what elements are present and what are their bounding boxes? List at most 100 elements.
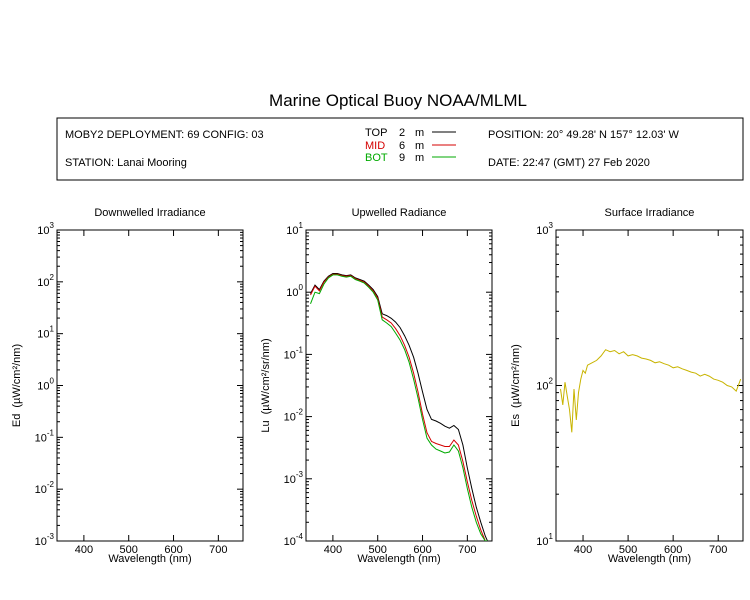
downwelled-x-tick-label: 600 (164, 544, 182, 556)
legend-bot-name: BOT (365, 152, 388, 164)
surface-y-tick-base: 10 (536, 536, 548, 548)
upwelled-y-tick-exp: -4 (296, 532, 304, 541)
upwelled-y-tick-base: 10 (286, 225, 298, 237)
legend-entry-bot: BOT 9 m (365, 152, 456, 164)
upwelled-y-tick-label: 10-4 (284, 532, 304, 548)
downwelled-panel: Downwelled Irradiance 400 500 600 700 Wavelen… (11, 207, 244, 565)
upwelled-y-tick-exp: 1 (299, 221, 304, 230)
surface-plot-frame (555, 229, 744, 542)
info-box-frame (56, 117, 744, 181)
downwelled-y-tick-base: 10 (37, 277, 49, 289)
legend: TOP 2 m MID 6 m BOT 9 m (365, 127, 456, 164)
upwelled-y-tick-label: 10-3 (284, 470, 304, 486)
surface-y-tick-label: 103 (536, 221, 553, 237)
legend-mid-name: MID (365, 140, 385, 152)
panels: Downwelled Irradiance 400 500 600 700 Wavelen… (11, 207, 744, 565)
downwelled-y-tick-label: 100 (37, 377, 54, 393)
surface-ylabel: Es (µW/cm²/nm) (510, 344, 522, 427)
downwelled-y-tick-exp: 2 (50, 273, 55, 282)
upwelled-y-tick-exp: 0 (299, 283, 304, 292)
surface-y-tick-label: 101 (536, 532, 553, 548)
downwelled-ylabel-unit: (µW/cm²/nm) (11, 344, 23, 408)
upwelled-ylabel-quantity: Lu (260, 420, 272, 432)
downwelled-y-tick-exp: 0 (50, 377, 55, 386)
surface-y-tick-exp: 1 (549, 532, 554, 541)
surface-y-tick-exp: 3 (549, 221, 554, 230)
date-label: DATE: 22:47 (GMT) 27 Feb 2020 (488, 157, 650, 169)
upwelled-ylabel: Lu (µW/cm²/sr/nm) (260, 338, 272, 432)
downwelled-y-tick-label: 10-2 (35, 480, 55, 496)
downwelled-y-tick-label: 10-3 (35, 532, 55, 548)
surface-y-tick-base: 10 (536, 381, 548, 393)
legend-entry-top: TOP 2 m (365, 127, 456, 139)
upwelled-y-tick-exp: -1 (296, 345, 304, 354)
surface-ylabel-unit: (µW/cm²/nm) (510, 344, 522, 408)
downwelled-y-tick-base: 10 (35, 484, 47, 496)
upwelled-series-mid (310, 273, 488, 541)
legend-top-unit: m (415, 127, 424, 139)
upwelled-y-tick-base: 10 (284, 474, 296, 486)
downwelled-title: Downwelled Irradiance (94, 207, 205, 219)
upwelled-y-tick-base: 10 (284, 349, 296, 361)
upwelled-series-top (310, 273, 488, 541)
legend-entry-mid: MID 6 m (365, 140, 456, 152)
legend-top-depth: 2 (399, 127, 405, 139)
upwelled-series-bot (310, 274, 488, 541)
downwelled-ylabel: Ed (µW/cm²/nm) (11, 344, 23, 427)
downwelled-x-tick-label: 400 (75, 544, 93, 556)
deployment-label: MOBY2 DEPLOYMENT: 69 CONFIG: 03 (65, 129, 264, 141)
surface-x-tick-label: 600 (664, 544, 682, 556)
upwelled-y-tick-exp: -2 (296, 408, 304, 417)
upwelled-y-tick-base: 10 (286, 287, 298, 299)
upwelled-y-tick-base: 10 (284, 412, 296, 424)
upwelled-plot-frame (305, 229, 493, 542)
upwelled-y-tick-label: 101 (286, 221, 303, 237)
info-box: MOBY2 DEPLOYMENT: 69 CONFIG: 03 STATION:… (56, 117, 744, 181)
downwelled-xlabel: Wavelength (nm) (108, 553, 191, 565)
upwelled-y-tick-label: 100 (286, 283, 303, 299)
upwelled-y-tick-exp: -3 (296, 470, 304, 479)
legend-bot-depth: 9 (399, 152, 405, 164)
surface-ylabel-quantity: Es (510, 413, 522, 426)
downwelled-plot-frame (56, 229, 244, 542)
station-label: STATION: Lanai Mooring (65, 157, 187, 169)
upwelled-x-tick-label: 400 (324, 544, 342, 556)
downwelled-y-tick-base: 10 (37, 225, 49, 237)
downwelled-ylabel-quantity: Ed (11, 414, 23, 427)
upwelled-y-tick-label: 10-2 (284, 408, 304, 424)
downwelled-y-tick-exp: -1 (47, 428, 55, 437)
surface-y-tick-exp: 2 (549, 377, 554, 386)
upwelled-xlabel: Wavelength (nm) (357, 553, 440, 565)
downwelled-y-tick-exp: -3 (47, 532, 55, 541)
downwelled-y-tick-exp: 1 (50, 325, 55, 334)
upwelled-x-tick-label: 600 (413, 544, 431, 556)
legend-bot-unit: m (415, 152, 424, 164)
downwelled-y-tick-base: 10 (37, 329, 49, 341)
downwelled-x-tick-label: 500 (120, 544, 138, 556)
legend-mid-depth: 6 (399, 140, 405, 152)
position-label: POSITION: 20° 49.28' N 157° 12.03' W (488, 129, 680, 141)
surface-y-tick-base: 10 (536, 225, 548, 237)
surface-panel: Surface Irradiance 400 500 600 700 Wavelength… (510, 207, 744, 565)
surface-x-tick-label: 400 (574, 544, 592, 556)
legend-top-name: TOP (365, 127, 387, 139)
downwelled-y-tick-exp: 3 (50, 221, 55, 230)
downwelled-y-tick-base: 10 (35, 536, 47, 548)
upwelled-y-tick-base: 10 (284, 536, 296, 548)
surface-x-tick-label: 700 (709, 544, 727, 556)
downwelled-y-tick-base: 10 (35, 432, 47, 444)
downwelled-y-tick-label: 10-1 (35, 428, 55, 444)
upwelled-x-tick-label: 700 (458, 544, 476, 556)
downwelled-y-tick-label: 101 (37, 325, 54, 341)
upwelled-ylabel-unit: (µW/cm²/sr/nm) (260, 338, 272, 414)
surface-xlabel: Wavelength (nm) (608, 553, 691, 565)
downwelled-y-tick-label: 103 (37, 221, 54, 237)
downwelled-y-tick-label: 102 (37, 273, 54, 289)
upwelled-x-tick-label: 500 (369, 544, 387, 556)
legend-mid-unit: m (415, 140, 424, 152)
surface-series-es (560, 349, 742, 433)
downwelled-x-tick-label: 700 (209, 544, 227, 556)
upwelled-title: Upwelled Radiance (352, 207, 447, 219)
upwelled-panel: Upwelled Radiance 400 500 600 700 Wavelength … (260, 207, 493, 565)
